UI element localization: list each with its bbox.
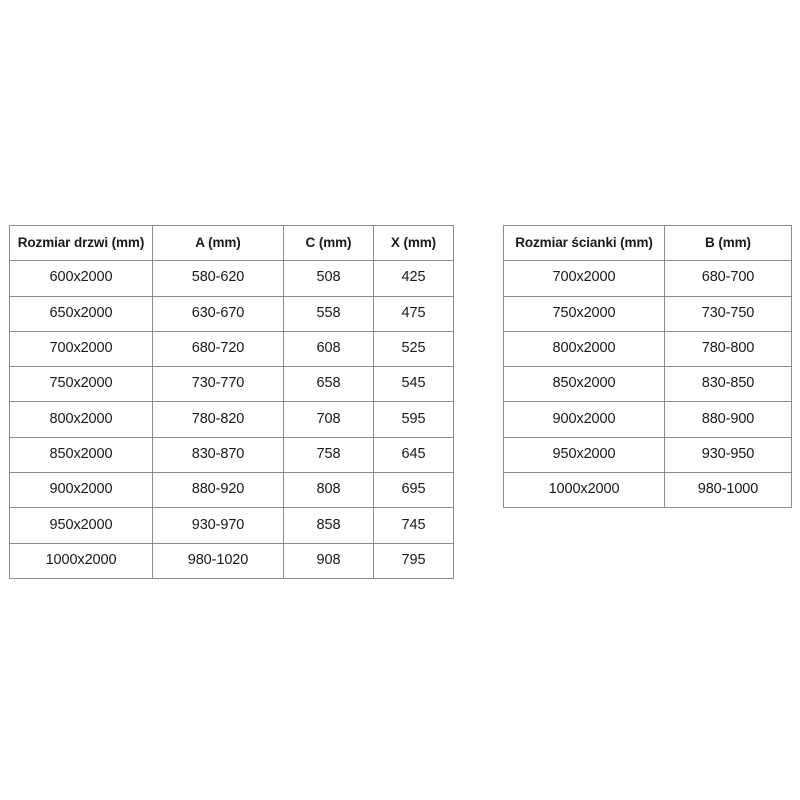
- column-header-door-size: Rozmiar drzwi (mm): [9, 224, 153, 262]
- cell-door-size: 950x2000: [9, 507, 153, 544]
- table-row: 650x2000 630-670 558 475: [9, 295, 454, 332]
- cell-door-size: 850x2000: [9, 436, 153, 474]
- cell-b: 830-850: [664, 366, 792, 403]
- cell-wall-size: 850x2000: [503, 366, 665, 403]
- column-header-c: C (mm): [283, 224, 374, 262]
- cell-wall-size: 900x2000: [503, 401, 665, 438]
- table-row: 700x2000 680-700: [503, 260, 792, 297]
- cell-c: 658: [283, 366, 374, 403]
- cell-door-size: 700x2000: [9, 330, 153, 368]
- table-row: 1000x2000 980-1000: [503, 472, 792, 509]
- wall-panel-size-table-body: Rozmiar ścianki (mm) B (mm) 700x2000 680…: [503, 224, 792, 509]
- cell-wall-size: 800x2000: [503, 330, 665, 368]
- cell-a: 930-970: [152, 507, 284, 544]
- cell-x: 645: [373, 436, 454, 474]
- cell-b: 880-900: [664, 401, 792, 438]
- cell-b: 980-1000: [664, 472, 792, 509]
- cell-door-size: 600x2000: [9, 260, 153, 297]
- cell-c: 608: [283, 330, 374, 368]
- column-header-a: A (mm): [152, 224, 284, 262]
- cell-x: 525: [373, 330, 454, 368]
- cell-a: 780-820: [152, 401, 284, 438]
- cell-door-size: 650x2000: [9, 295, 153, 332]
- cell-c: 758: [283, 436, 374, 474]
- cell-x: 745: [373, 507, 454, 544]
- table-row: 850x2000 830-850: [503, 366, 792, 403]
- column-header-b: B (mm): [664, 224, 792, 262]
- cell-door-size: 900x2000: [9, 472, 153, 509]
- cell-x: 595: [373, 401, 454, 438]
- cell-wall-size: 950x2000: [503, 436, 665, 474]
- table-row: 850x2000 830-870 758 645: [9, 436, 454, 474]
- cell-a: 680-720: [152, 330, 284, 368]
- cell-x: 795: [373, 542, 454, 579]
- cell-x: 425: [373, 260, 454, 297]
- table-row: 950x2000 930-950: [503, 436, 792, 474]
- cell-b: 730-750: [664, 295, 792, 332]
- cell-door-size: 1000x2000: [9, 542, 153, 579]
- cell-door-size: 750x2000: [9, 366, 153, 403]
- table-row: 750x2000 730-770 658 545: [9, 366, 454, 403]
- cell-a: 580-620: [152, 260, 284, 297]
- door-size-table: Rozmiar drzwi (mm) A (mm) C (mm) X (mm) …: [9, 224, 454, 579]
- cell-b: 780-800: [664, 330, 792, 368]
- cell-x: 545: [373, 366, 454, 403]
- table-row: 950x2000 930-970 858 745: [9, 507, 454, 544]
- table-row: 900x2000 880-920 808 695: [9, 472, 454, 509]
- column-header-x: X (mm): [373, 224, 454, 262]
- table-row: 700x2000 680-720 608 525: [9, 330, 454, 368]
- column-header-wall-size: Rozmiar ścianki (mm): [503, 224, 665, 262]
- cell-a: 980-1020: [152, 542, 284, 579]
- cell-c: 558: [283, 295, 374, 332]
- table-header-row: Rozmiar ścianki (mm) B (mm): [503, 224, 792, 262]
- cell-c: 808: [283, 472, 374, 509]
- cell-a: 630-670: [152, 295, 284, 332]
- cell-b: 680-700: [664, 260, 792, 297]
- cell-b: 930-950: [664, 436, 792, 474]
- wall-panel-size-table: Rozmiar ścianki (mm) B (mm) 700x2000 680…: [503, 224, 792, 509]
- cell-c: 708: [283, 401, 374, 438]
- cell-wall-size: 750x2000: [503, 295, 665, 332]
- cell-x: 695: [373, 472, 454, 509]
- table-row: 1000x2000 980-1020 908 795: [9, 542, 454, 579]
- cell-c: 858: [283, 507, 374, 544]
- cell-x: 475: [373, 295, 454, 332]
- cell-a: 880-920: [152, 472, 284, 509]
- table-row: 800x2000 780-800: [503, 330, 792, 368]
- table-row: 900x2000 880-900: [503, 401, 792, 438]
- cell-c: 908: [283, 542, 374, 579]
- cell-a: 830-870: [152, 436, 284, 474]
- table-header-row: Rozmiar drzwi (mm) A (mm) C (mm) X (mm): [9, 224, 454, 262]
- table-row: 800x2000 780-820 708 595: [9, 401, 454, 438]
- cell-wall-size: 700x2000: [503, 260, 665, 297]
- cell-a: 730-770: [152, 366, 284, 403]
- cell-c: 508: [283, 260, 374, 297]
- table-row: 750x2000 730-750: [503, 295, 792, 332]
- cell-door-size: 800x2000: [9, 401, 153, 438]
- cell-wall-size: 1000x2000: [503, 472, 665, 509]
- table-row: 600x2000 580-620 508 425: [9, 260, 454, 297]
- door-size-table-body: Rozmiar drzwi (mm) A (mm) C (mm) X (mm) …: [9, 224, 454, 579]
